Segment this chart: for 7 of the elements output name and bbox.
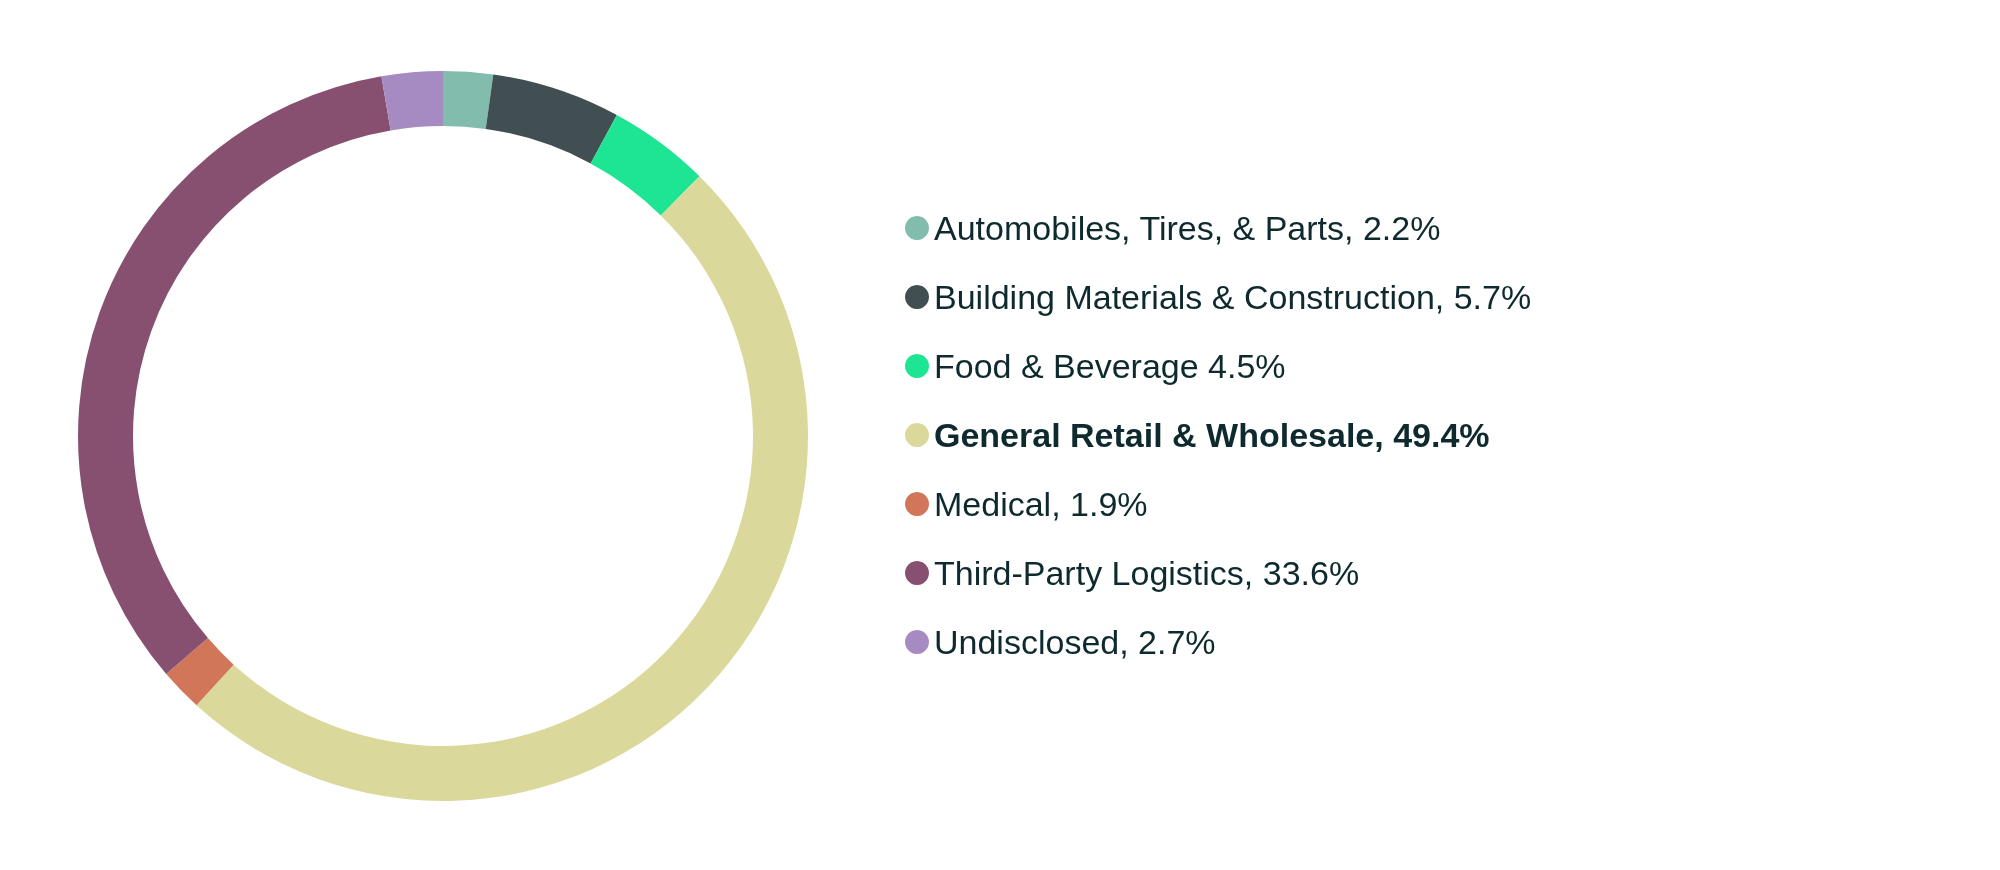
legend-label: Automobiles, Tires, & Parts, 2.2% (934, 209, 1441, 247)
legend-label: Undisclosed, 2.7% (934, 623, 1216, 661)
legend-label: Medical, 1.9% (934, 485, 1148, 523)
legend-label: Food & Beverage 4.5% (934, 347, 1286, 385)
legend-label: Third-Party Logistics, 33.6% (934, 554, 1360, 592)
legend-label: General Retail & Wholesale, 49.4% (934, 416, 1490, 454)
legend-label: Building Materials & Construction, 5.7% (934, 278, 1532, 316)
